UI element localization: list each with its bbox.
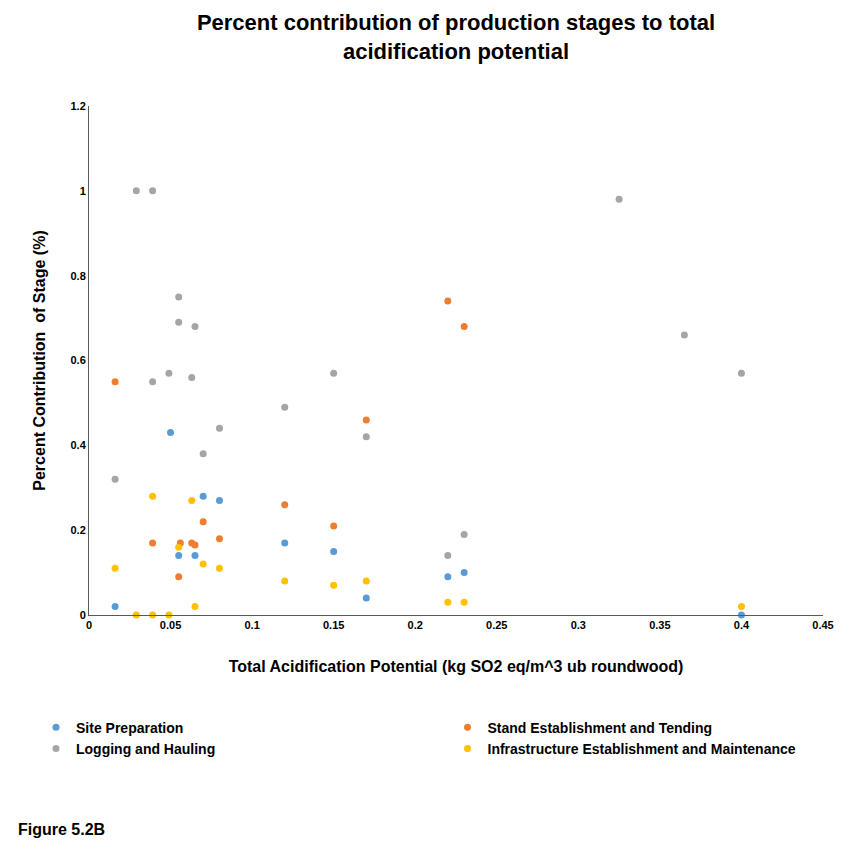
svg-text:Site Preparation: Site Preparation bbox=[76, 720, 183, 736]
svg-text:0.4: 0.4 bbox=[71, 439, 87, 451]
svg-text:Percent Contribution of Stage: Percent Contribution of Stage (%) bbox=[31, 230, 48, 490]
svg-text:Infrastructure Establishment a: Infrastructure Establishment and Mainten… bbox=[488, 741, 796, 757]
svg-text:0: 0 bbox=[80, 609, 86, 621]
svg-text:0.35: 0.35 bbox=[649, 619, 670, 631]
svg-text:1: 1 bbox=[80, 185, 86, 197]
svg-text:Logging and Hauling: Logging and Hauling bbox=[76, 741, 215, 757]
svg-text:Figure 5.2B: Figure 5.2B bbox=[18, 821, 105, 838]
svg-text:Percent contribution of produc: Percent contribution of production stage… bbox=[197, 10, 715, 64]
svg-text:0.6: 0.6 bbox=[71, 354, 86, 366]
svg-text:0.15: 0.15 bbox=[323, 619, 344, 631]
svg-text:1.2: 1.2 bbox=[71, 100, 86, 112]
svg-text:Stand Establishment and Tendin: Stand Establishment and Tending bbox=[488, 720, 713, 736]
svg-text:0.1: 0.1 bbox=[244, 619, 259, 631]
svg-text:0.4: 0.4 bbox=[734, 619, 750, 631]
svg-text:0.05: 0.05 bbox=[160, 619, 181, 631]
svg-text:0.2: 0.2 bbox=[71, 524, 86, 536]
svg-text:Total Acidification Potential: Total Acidification Potential (kg SO2 eq… bbox=[229, 658, 684, 675]
svg-text:0: 0 bbox=[86, 619, 92, 631]
svg-text:0.8: 0.8 bbox=[71, 270, 86, 282]
svg-text:0.45: 0.45 bbox=[812, 619, 833, 631]
svg-text:0.25: 0.25 bbox=[486, 619, 507, 631]
svg-text:0.2: 0.2 bbox=[408, 619, 423, 631]
svg-text:0.3: 0.3 bbox=[571, 619, 586, 631]
